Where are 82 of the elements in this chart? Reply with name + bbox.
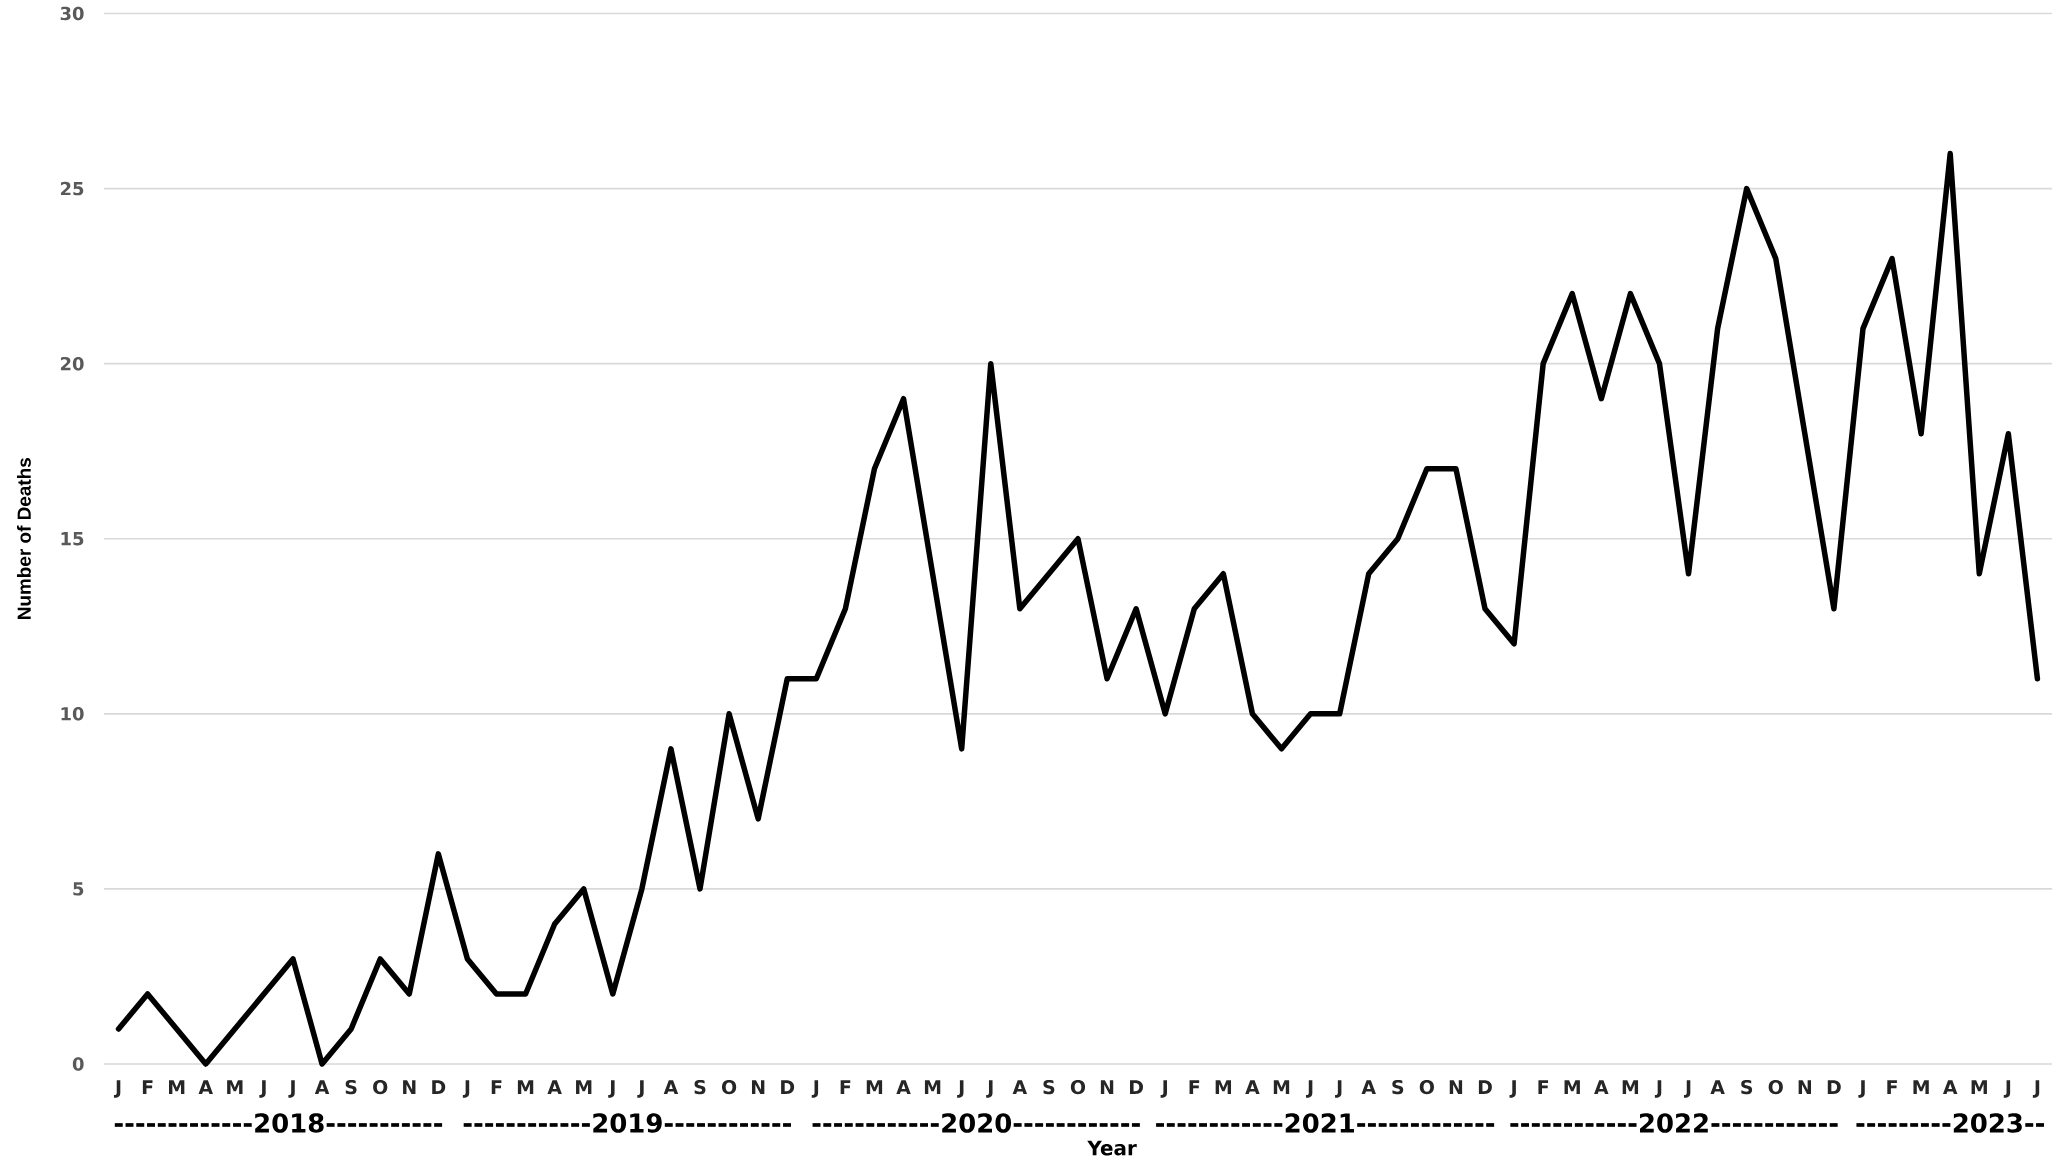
y-tick-label: 25	[60, 181, 84, 196]
x-tick-label: A	[314, 1080, 330, 1094]
x-tick-label: N	[403, 1080, 416, 1094]
text: ------------2022------------	[1510, 1113, 1838, 1133]
x-tick-label: D	[1130, 1080, 1143, 1094]
x-tick-label: J	[259, 1080, 266, 1098]
x-tick-label: A	[1012, 1080, 1028, 1094]
x-tick-label: J	[1858, 1080, 1865, 1098]
x-tick-label: M	[227, 1080, 243, 1094]
y-axis-title: Number of Deaths	[16, 458, 31, 619]
text: ------------2020------------	[812, 1113, 1140, 1133]
x-tick-label: S	[1392, 1079, 1404, 1095]
x-tick-label: A	[547, 1080, 562, 1094]
x-tick-label: M	[1564, 1080, 1580, 1094]
x-tick-label: O	[1768, 1079, 1783, 1095]
x-tick-label: J	[1305, 1080, 1313, 1098]
text: ------------2019------------	[463, 1113, 791, 1133]
x-tick-label: J	[811, 1080, 819, 1098]
x-tick-label: S	[1741, 1079, 1753, 1095]
x-tick-label: M	[517, 1080, 534, 1094]
x-tick-label: J	[986, 1080, 993, 1098]
text: ------------2021-------------	[1156, 1113, 1495, 1133]
x-tick-label: M	[1971, 1080, 1987, 1094]
x-tick-label: F	[491, 1080, 502, 1094]
x-tick-label: J	[288, 1080, 295, 1098]
x-tick-label: F	[840, 1080, 851, 1094]
x-tick-label: A	[663, 1080, 679, 1094]
x-tick-label: F	[1887, 1080, 1897, 1094]
x-tick-label: M	[866, 1080, 883, 1094]
y-tick-label: 0	[72, 1057, 84, 1071]
x-tick-label: N	[1449, 1080, 1463, 1094]
x-tick-label: J	[113, 1080, 121, 1098]
x-tick-label: J	[1509, 1080, 1516, 1098]
x-tick-label: S	[694, 1079, 706, 1095]
x-tick-label: M	[1622, 1080, 1639, 1094]
x-tick-label: D	[1827, 1080, 1841, 1094]
x-tick-label: M	[1215, 1080, 1232, 1094]
x-tick-label: S	[345, 1079, 357, 1095]
x-tick-label: J	[1654, 1080, 1662, 1098]
x-tick-label: M	[924, 1080, 941, 1094]
x-tick-label: J	[1160, 1080, 1167, 1098]
x-tick-label: S	[1043, 1079, 1055, 1095]
x-tick-label: J	[957, 1080, 964, 1098]
x-tick-label: D	[1478, 1080, 1492, 1094]
x-tick-label: F	[1189, 1080, 1200, 1094]
text: ---------2023--	[1856, 1113, 2044, 1133]
x-tick-label: J	[1335, 1080, 1342, 1098]
x-tick-label: J	[637, 1080, 644, 1098]
x-tick-label: F	[1538, 1080, 1549, 1094]
x-tick-label: F	[142, 1080, 153, 1094]
x-tick-label: M	[576, 1080, 592, 1094]
x-tick-label: D	[432, 1080, 446, 1094]
x-tick-label: A	[1594, 1080, 1609, 1094]
x-tick-label: M	[1913, 1080, 1929, 1094]
x-tick-label: A	[1245, 1080, 1260, 1094]
x-tick-label: O	[1070, 1079, 1086, 1095]
y-tick-label: 5	[73, 882, 84, 896]
x-tick-label: O	[721, 1079, 737, 1095]
x-tick-label: N	[1798, 1080, 1812, 1094]
x-tick-label: J	[608, 1080, 615, 1098]
x-tick-label: A	[198, 1080, 213, 1094]
x-tick-label: A	[1361, 1080, 1376, 1094]
y-tick-label: 10	[61, 707, 84, 721]
y-tick-label: 30	[60, 6, 84, 21]
x-tick-label: O	[373, 1079, 388, 1095]
x-tick-label: J	[2032, 1080, 2040, 1098]
x-tick-label: A	[1942, 1080, 1958, 1094]
x-tick-label: N	[751, 1080, 765, 1094]
x-tick-label: J	[462, 1080, 470, 1098]
x-tick-label: M	[169, 1080, 185, 1094]
y-tick-label: 20	[60, 356, 84, 371]
y-tick-label: 15	[61, 532, 84, 546]
x-tick-label: J	[1683, 1080, 1691, 1098]
x-tick-label: D	[781, 1080, 795, 1094]
x-tick-label: N	[1100, 1080, 1114, 1094]
x-tick-label: A	[896, 1080, 911, 1094]
x-tick-label: A	[1710, 1080, 1725, 1094]
x-axis-title: Year	[1087, 1140, 1137, 1156]
x-tick-label: M	[1273, 1080, 1290, 1094]
x-tick-label: O	[1419, 1079, 1434, 1095]
text: -------------2018-----------	[114, 1113, 443, 1133]
x-tick-label: J	[2003, 1080, 2011, 1098]
